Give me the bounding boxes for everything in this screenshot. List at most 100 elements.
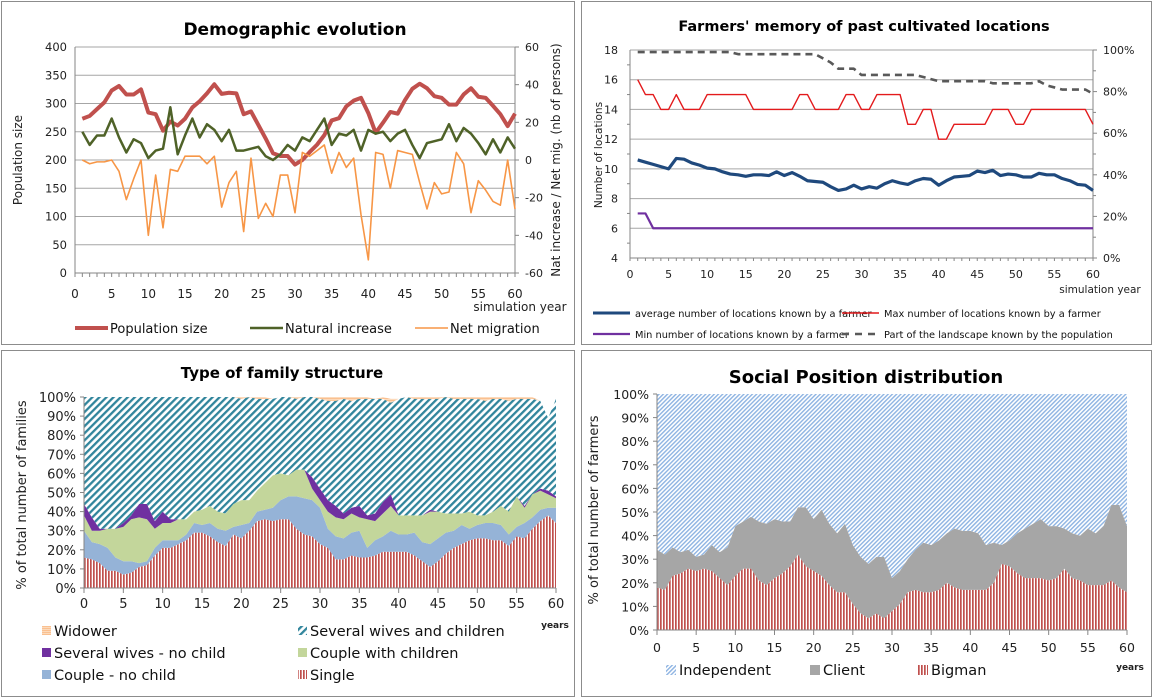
y-tick-label: 400 (45, 40, 67, 54)
x-tick-label: 30 (884, 640, 900, 655)
y-tick-label: 14 (604, 103, 618, 116)
y-tick-label: 10 (604, 163, 618, 176)
y-tick-label: 12 (604, 133, 618, 146)
x-tick-label: 40 (962, 640, 978, 655)
legend-swatch-several-wives-and-children (298, 626, 307, 635)
y2-tick-label: 40% (1103, 169, 1127, 182)
y-tick-label: 100% (613, 387, 649, 402)
y2-tick-label: 20% (1103, 210, 1127, 223)
x-tick-label: 5 (665, 268, 672, 281)
x-tick-label: 25 (845, 640, 861, 655)
x-tick-label: 0 (653, 640, 661, 655)
x-tick-label: 15 (739, 268, 753, 281)
y-tick-label: 300 (45, 97, 67, 111)
legend-label-couple-with-children: Couple with children (310, 646, 459, 662)
x-tick-label: 40 (932, 268, 946, 281)
legend-swatch-several-wives-no-child (42, 648, 51, 657)
y-tick-label: 50% (47, 487, 76, 502)
y2-tick-label: 20 (525, 116, 539, 129)
x-tick-label: 55 (508, 597, 525, 612)
y2-tick-label: 80% (1103, 86, 1127, 99)
x-tick-label: 50 (1009, 268, 1023, 281)
series-line-natural-increase (81, 106, 517, 162)
y-tick-label: 90% (47, 410, 76, 425)
x-tick-label: 55 (1047, 268, 1061, 281)
y-tick-label: 200 (45, 153, 67, 167)
x-tick-label: 30 (287, 287, 302, 301)
x-tick-label: 40 (361, 287, 376, 301)
series-line-part-of-the-landscape-known-by-the-population (637, 50, 1094, 95)
x-tick-label: 0 (627, 268, 634, 281)
x-tick-label: 15 (177, 287, 192, 301)
legend-swatch-bigman (918, 665, 928, 675)
x-tick-label: 30 (312, 597, 329, 612)
y-tick-label: 50 (52, 238, 67, 252)
y-tick-label: 70% (47, 448, 76, 463)
y2-tick-label: 100% (1103, 44, 1134, 57)
area-couple-no-child (84, 496, 556, 575)
x-tick-label: 35 (351, 597, 368, 612)
x-tick-label: 40 (390, 597, 407, 612)
legend-label-max-number-of-locations-known-by-a-farmer: Max number of locations known by a farme… (884, 309, 1102, 320)
legend-swatch-independent (666, 665, 676, 675)
x-tick-label: 20 (777, 268, 791, 281)
x-tick-label: 20 (233, 597, 250, 612)
x-tick-label: 15 (194, 597, 211, 612)
legend-label-several-wives-no-child: Several wives - no child (54, 646, 226, 662)
y-tick-label: 40% (621, 529, 649, 544)
x-tick-label: 20 (806, 640, 822, 655)
x-tick-label: 20 (214, 287, 229, 301)
x-tick-label: 45 (970, 268, 984, 281)
series-line-population-size (81, 81, 517, 167)
y2-axis-label-demographic: Nat increase / Net mig. (nb of persons) (549, 43, 563, 276)
x-tick-label: 35 (893, 268, 907, 281)
y-tick-label: 4 (611, 252, 618, 265)
y2-tick-label: -20 (525, 192, 543, 205)
legend-label-widower: Widower (54, 624, 117, 640)
y-tick-label: 150 (45, 181, 67, 195)
legend-swatch-couple-no-child (42, 670, 51, 679)
x-tick-label: 15 (767, 640, 783, 655)
area-several-wives-and-children (84, 397, 556, 529)
y-tick-label: 100 (45, 210, 67, 224)
x-tick-label: 60 (507, 287, 522, 301)
x-tick-label: 55 (1080, 640, 1096, 655)
y-tick-label: 6 (611, 222, 618, 235)
legend-label-several-wives-and-children: Several wives and children (310, 624, 505, 640)
panel-farmers-memory (581, 1, 1152, 345)
y-tick-label: 16 (604, 74, 618, 87)
x-tick-label: 60 (1119, 640, 1135, 655)
x-tick-label: 10 (154, 597, 171, 612)
y-tick-label: 0% (55, 582, 76, 597)
x-tick-label: 5 (119, 597, 127, 612)
x-tick-label: 0 (71, 287, 79, 301)
chart-title-social: Social Position distribution (729, 367, 1004, 388)
y-tick-label: 0% (629, 623, 649, 638)
legend-label-couple-no-child: Couple - no child (54, 668, 176, 684)
x-tick-label: 60 (548, 597, 565, 612)
x-tick-label: 0 (80, 597, 88, 612)
area-bigman (657, 554, 1127, 630)
y-tick-label: 10% (621, 599, 649, 614)
x-tick-label: 25 (816, 268, 830, 281)
area-several-wives-no-child (84, 469, 556, 531)
y2-tick-label: 0 (525, 154, 532, 167)
y-tick-label: 250 (45, 125, 67, 139)
y-tick-label: 50% (621, 505, 649, 520)
y-tick-label: 80% (621, 434, 649, 449)
x-tick-label: 10 (141, 287, 156, 301)
area-independent (657, 394, 1127, 579)
chart-title-memory: Farmers' memory of past cultivated locat… (678, 19, 1049, 35)
area-widower (84, 397, 556, 419)
y-tick-label: 350 (45, 68, 67, 82)
y-tick-label: 40% (47, 506, 76, 521)
x-tick-label: 50 (469, 597, 486, 612)
x-tick-label: 50 (1041, 640, 1057, 655)
area-single (84, 515, 556, 588)
legend-label-single: Single (310, 668, 355, 684)
x-tick-label: 25 (272, 597, 289, 612)
y2-tick-label: 40 (525, 79, 539, 92)
series-line-min-number-of-locations-known-by-a-farmer (637, 212, 1093, 230)
legend-label-independent: Independent (679, 663, 771, 679)
